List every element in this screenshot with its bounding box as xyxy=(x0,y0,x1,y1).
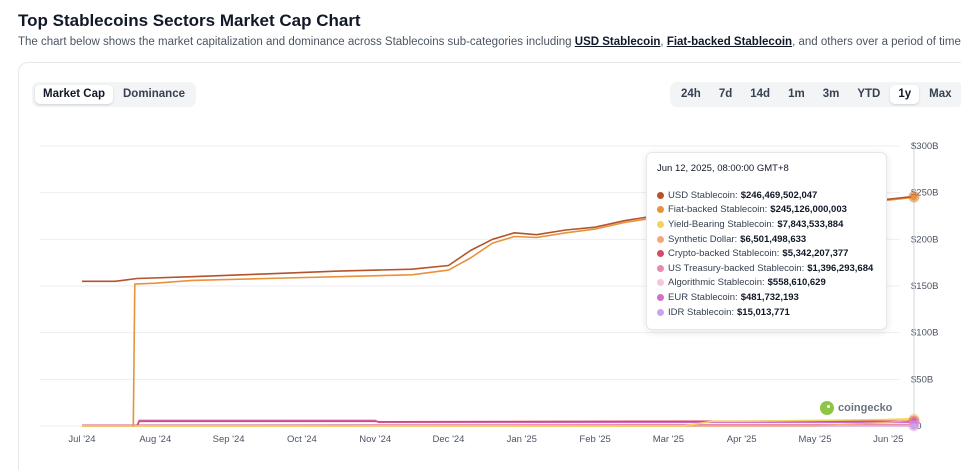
coingecko-brand-text: coingecko xyxy=(838,402,893,414)
view-toggle: Market Cap Dominance xyxy=(32,82,196,107)
tooltip-row: Fiat-backed Stablecoin: $245,126,000,003 xyxy=(657,203,876,218)
range-max-button[interactable]: Max xyxy=(921,85,959,104)
dominance-tab[interactable]: Dominance xyxy=(115,85,193,104)
tooltip-row-value: $15,013,771 xyxy=(737,306,790,318)
series-marker xyxy=(911,423,917,429)
y-tick-label: $50B xyxy=(911,374,933,385)
tooltip-row: Yield-Bearing Stablecoin: $7,843,533,884 xyxy=(657,217,876,232)
range-14d-button[interactable]: 14d xyxy=(742,85,778,104)
tooltip-row-label: Synthetic Dollar: xyxy=(668,233,738,245)
tooltip-row-value: $7,843,533,884 xyxy=(777,218,844,230)
range-1m-button[interactable]: 1m xyxy=(780,85,813,104)
tooltip-row-label: Yield-Bearing Stablecoin: xyxy=(668,218,775,230)
tooltip-row-label: EUR Stablecoin: xyxy=(668,291,738,303)
x-tick-label: Aug '24 xyxy=(139,434,171,445)
x-tick-label: Dec '24 xyxy=(433,434,465,445)
tooltip-row: Crypto-backed Stablecoin: $5,342,207,377 xyxy=(657,246,876,261)
series-color-dot-icon xyxy=(657,293,664,301)
tooltip-row: USD Stablecoin: $246,469,502,047 xyxy=(657,188,876,203)
y-tick-label: $150B xyxy=(911,281,938,292)
chart-tooltip: Jun 12, 2025, 08:00:00 GMT+8 USD Stablec… xyxy=(646,152,887,330)
tooltip-row: IDR Stablecoin: $15,013,771 xyxy=(657,305,876,320)
tooltip-row-value: $5,342,207,377 xyxy=(782,248,849,260)
market-cap-tab[interactable]: Market Cap xyxy=(35,85,113,104)
time-range-selector: 24h 7d 14d 1m 3m YTD 1y Max xyxy=(670,82,961,107)
y-tick-label: $100B xyxy=(911,328,938,339)
tooltip-row-label: Fiat-backed Stablecoin: xyxy=(668,204,768,216)
y-tick-label: $300B xyxy=(911,141,938,152)
x-tick-label: Mar '25 xyxy=(653,434,684,445)
series-color-dot-icon xyxy=(657,206,664,214)
fiat-backed-stablecoin-link[interactable]: Fiat-backed Stablecoin xyxy=(666,36,793,48)
x-tick-label: Apr '25 xyxy=(727,434,757,445)
tooltip-row: US Treasury-backed Stablecoin: $1,396,293… xyxy=(657,261,876,276)
x-tick-label: Jul '24 xyxy=(68,434,95,445)
series-color-dot-icon xyxy=(657,235,664,243)
series-color-dot-icon xyxy=(657,250,664,258)
series-color-dot-icon xyxy=(657,264,664,272)
tooltip-row-value: $1,396,293,684 xyxy=(807,262,874,274)
tooltip-row-label: USD Stablecoin: xyxy=(668,189,738,201)
x-tick-label: Jan '25 xyxy=(507,434,537,445)
series-color-dot-icon xyxy=(657,191,664,199)
tooltip-row-label: Crypto-backed Stablecoin: xyxy=(668,248,780,260)
range-1y-button[interactable]: 1y xyxy=(890,85,920,104)
x-tick-label: Oct '24 xyxy=(287,434,317,445)
tooltip-row: EUR Stablecoin: $481,732,193 xyxy=(657,290,876,305)
x-tick-label: Sep '24 xyxy=(213,434,245,445)
series-color-dot-icon xyxy=(657,279,664,287)
tooltip-row-value: $558,610,629 xyxy=(767,277,826,289)
subtitle-suffix: , and others over a period of time. xyxy=(792,36,961,48)
range-3m-button[interactable]: 3m xyxy=(815,85,848,104)
x-tick-label: Nov '24 xyxy=(359,434,391,445)
tooltip-row-value: $481,732,193 xyxy=(740,291,799,303)
tooltip-row: Algorithmic Stablecoin: $558,610,629 xyxy=(657,276,876,291)
y-tick-label: $250B xyxy=(911,188,938,199)
tooltip-row-label: IDR Stablecoin: xyxy=(668,306,735,318)
tooltip-row-label: Algorithmic Stablecoin: xyxy=(668,277,765,289)
x-tick-label: May '25 xyxy=(799,434,832,445)
series-line xyxy=(82,417,915,427)
tooltip-row-value: $246,469,502,047 xyxy=(740,189,818,201)
y-tick-label: $200B xyxy=(911,234,938,245)
tooltip-row-label: US Treasury-backed Stablecoin: xyxy=(668,262,805,274)
series-color-dot-icon xyxy=(657,220,664,228)
range-24h-button[interactable]: 24h xyxy=(673,85,709,104)
usd-stablecoin-link[interactable]: USD Stablecoin xyxy=(574,36,661,48)
x-tick-label: Feb '25 xyxy=(579,434,610,445)
x-tick-label: Jun '25 xyxy=(873,434,903,445)
coingecko-logo-icon xyxy=(820,401,834,415)
subtitle-prefix: The chart below shows the market capital… xyxy=(18,36,575,48)
series-color-dot-icon xyxy=(657,308,664,316)
tooltip-rows: USD Stablecoin: $246,469,502,047 Fiat-back… xyxy=(657,188,876,319)
range-7d-button[interactable]: 7d xyxy=(711,85,740,104)
subtitle-separator: , xyxy=(660,36,667,48)
tooltip-row-value: $6,501,498,633 xyxy=(740,233,807,245)
page-subtitle: The chart below shows the market capital… xyxy=(18,36,961,48)
series-marker xyxy=(911,194,917,201)
tooltip-row: Synthetic Dollar: $6,501,498,633 xyxy=(657,232,876,247)
tooltip-row-value: $245,126,000,003 xyxy=(770,204,847,216)
coingecko-watermark: coingecko xyxy=(820,401,892,415)
range-ytd-button[interactable]: YTD xyxy=(849,85,888,104)
tooltip-date: Jun 12, 2025, 08:00:00 GMT+8 xyxy=(657,163,789,174)
page-title: Top Stablecoins Sectors Market Cap Chart xyxy=(18,11,361,30)
